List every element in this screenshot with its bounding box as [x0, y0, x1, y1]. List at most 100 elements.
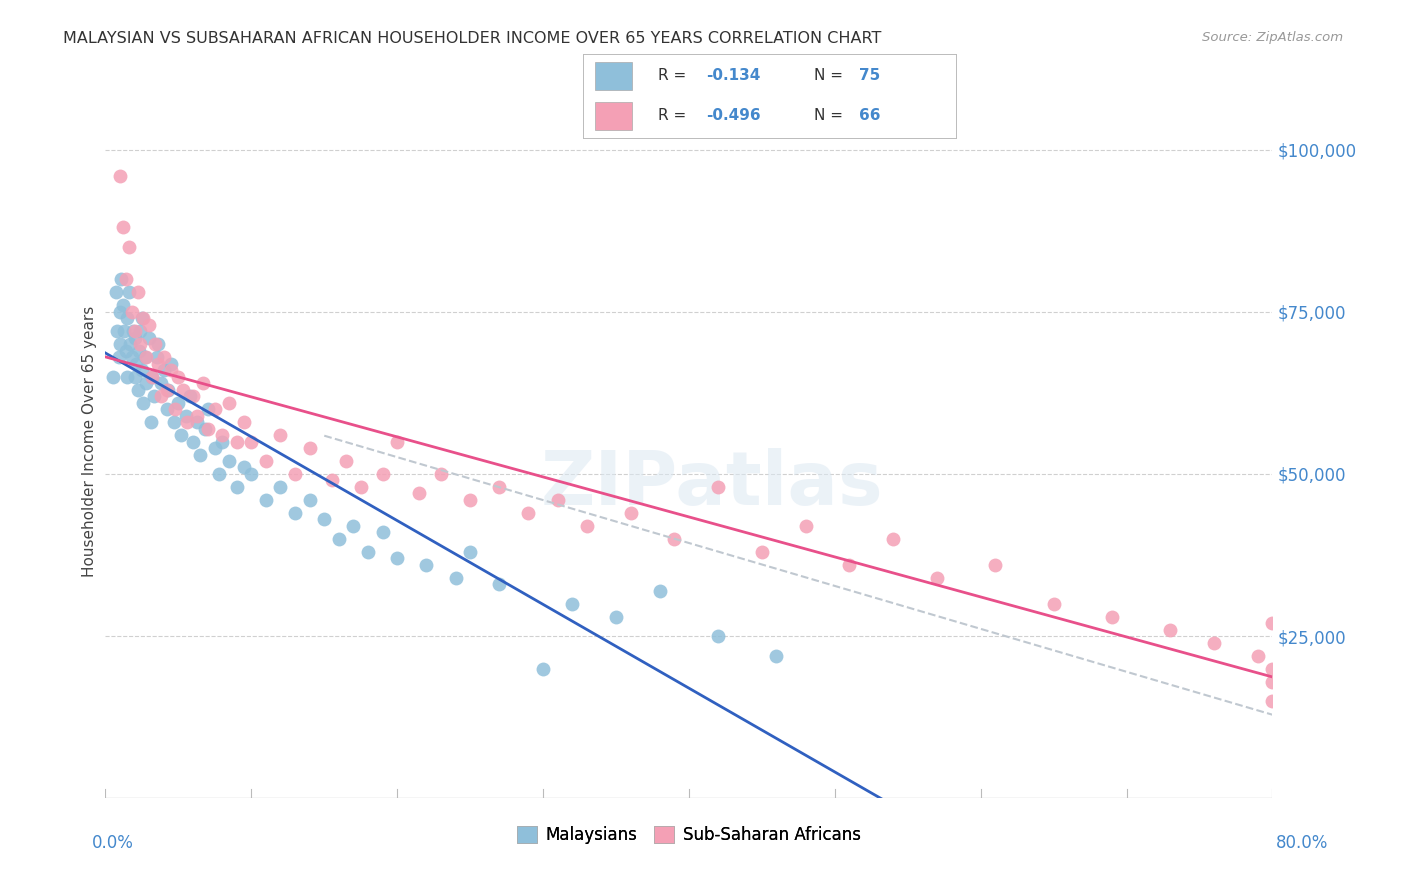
Text: 75: 75: [859, 69, 880, 84]
Point: [115, 343, 138, 358]
Point: [385, 434, 409, 449]
Point: [145, 350, 167, 364]
Point: [112, 324, 135, 338]
Point: [430, 467, 453, 481]
Text: 80.0%: 80.0%: [1277, 834, 1329, 852]
Point: [350, 480, 373, 494]
Point: [135, 350, 157, 364]
Point: [193, 376, 215, 391]
Point: [328, 532, 350, 546]
Point: [127, 285, 149, 300]
Point: [139, 415, 162, 429]
Point: [1202, 635, 1225, 649]
Point: [1101, 609, 1123, 624]
Point: [240, 467, 263, 481]
Point: [110, 272, 132, 286]
Point: [172, 383, 194, 397]
Point: [225, 434, 247, 449]
Point: [124, 369, 146, 384]
Point: [225, 480, 247, 494]
Point: [357, 545, 380, 559]
Text: 66: 66: [859, 108, 880, 123]
Point: [105, 324, 128, 338]
Point: [156, 402, 179, 417]
Point: [129, 324, 152, 338]
Point: [167, 369, 190, 384]
Point: [664, 532, 686, 546]
Point: [117, 369, 139, 384]
Legend: Malaysians, Sub-Saharan Africans: Malaysians, Sub-Saharan Africans: [510, 819, 868, 851]
Point: [124, 331, 146, 345]
Text: -0.496: -0.496: [706, 108, 761, 123]
Bar: [595, 102, 631, 130]
Point: [118, 240, 141, 254]
Point: [371, 525, 394, 540]
Point: [167, 395, 190, 409]
Point: [1261, 662, 1284, 676]
Point: [108, 305, 131, 319]
Point: [488, 480, 510, 494]
Point: [298, 441, 321, 455]
Point: [321, 474, 343, 488]
Point: [1261, 616, 1284, 631]
Point: [146, 357, 169, 371]
Text: R =: R =: [658, 69, 692, 84]
Point: [408, 486, 430, 500]
Point: [204, 402, 226, 417]
Point: [128, 343, 150, 358]
Point: [218, 454, 240, 468]
Point: [179, 389, 201, 403]
Point: [240, 434, 263, 449]
Point: [115, 272, 138, 286]
Point: [131, 311, 153, 326]
Point: [531, 662, 554, 676]
Point: [575, 519, 598, 533]
Point: [208, 467, 231, 481]
Point: [132, 311, 155, 326]
Point: [444, 571, 467, 585]
Point: [707, 629, 730, 643]
Point: [104, 285, 127, 300]
Text: R =: R =: [658, 108, 692, 123]
Point: [458, 545, 481, 559]
Point: [120, 337, 142, 351]
Point: [605, 609, 627, 624]
Point: [181, 389, 204, 403]
Point: [125, 357, 148, 371]
Point: [561, 597, 583, 611]
Text: -0.134: -0.134: [706, 69, 761, 84]
Point: [142, 389, 165, 403]
Point: [517, 506, 540, 520]
Point: [233, 415, 256, 429]
Point: [160, 357, 183, 371]
Point: [314, 512, 336, 526]
Point: [111, 298, 134, 312]
Y-axis label: Householder Income Over 65 years: Householder Income Over 65 years: [82, 306, 97, 577]
Point: [194, 421, 217, 435]
Point: [488, 577, 510, 591]
Point: [648, 583, 671, 598]
Point: [385, 551, 409, 566]
Point: [132, 395, 155, 409]
Point: [984, 558, 1007, 572]
Point: [170, 428, 193, 442]
Point: [176, 415, 198, 429]
Point: [121, 305, 143, 319]
Point: [186, 415, 208, 429]
Point: [254, 492, 277, 507]
Text: MALAYSIAN VS SUBSAHARAN AFRICAN HOUSEHOLDER INCOME OVER 65 YEARS CORRELATION CHA: MALAYSIAN VS SUBSAHARAN AFRICAN HOUSEHOL…: [63, 31, 882, 46]
Point: [342, 519, 364, 533]
Point: [458, 492, 481, 507]
Point: [118, 285, 141, 300]
Point: [141, 369, 163, 384]
Point: [619, 506, 641, 520]
Point: [107, 350, 129, 364]
Point: [163, 415, 186, 429]
Point: [146, 337, 169, 351]
Point: [233, 460, 256, 475]
Point: [211, 428, 233, 442]
Text: 0.0%: 0.0%: [91, 834, 134, 852]
Point: [138, 331, 160, 345]
Point: [122, 324, 145, 338]
Point: [153, 363, 174, 377]
